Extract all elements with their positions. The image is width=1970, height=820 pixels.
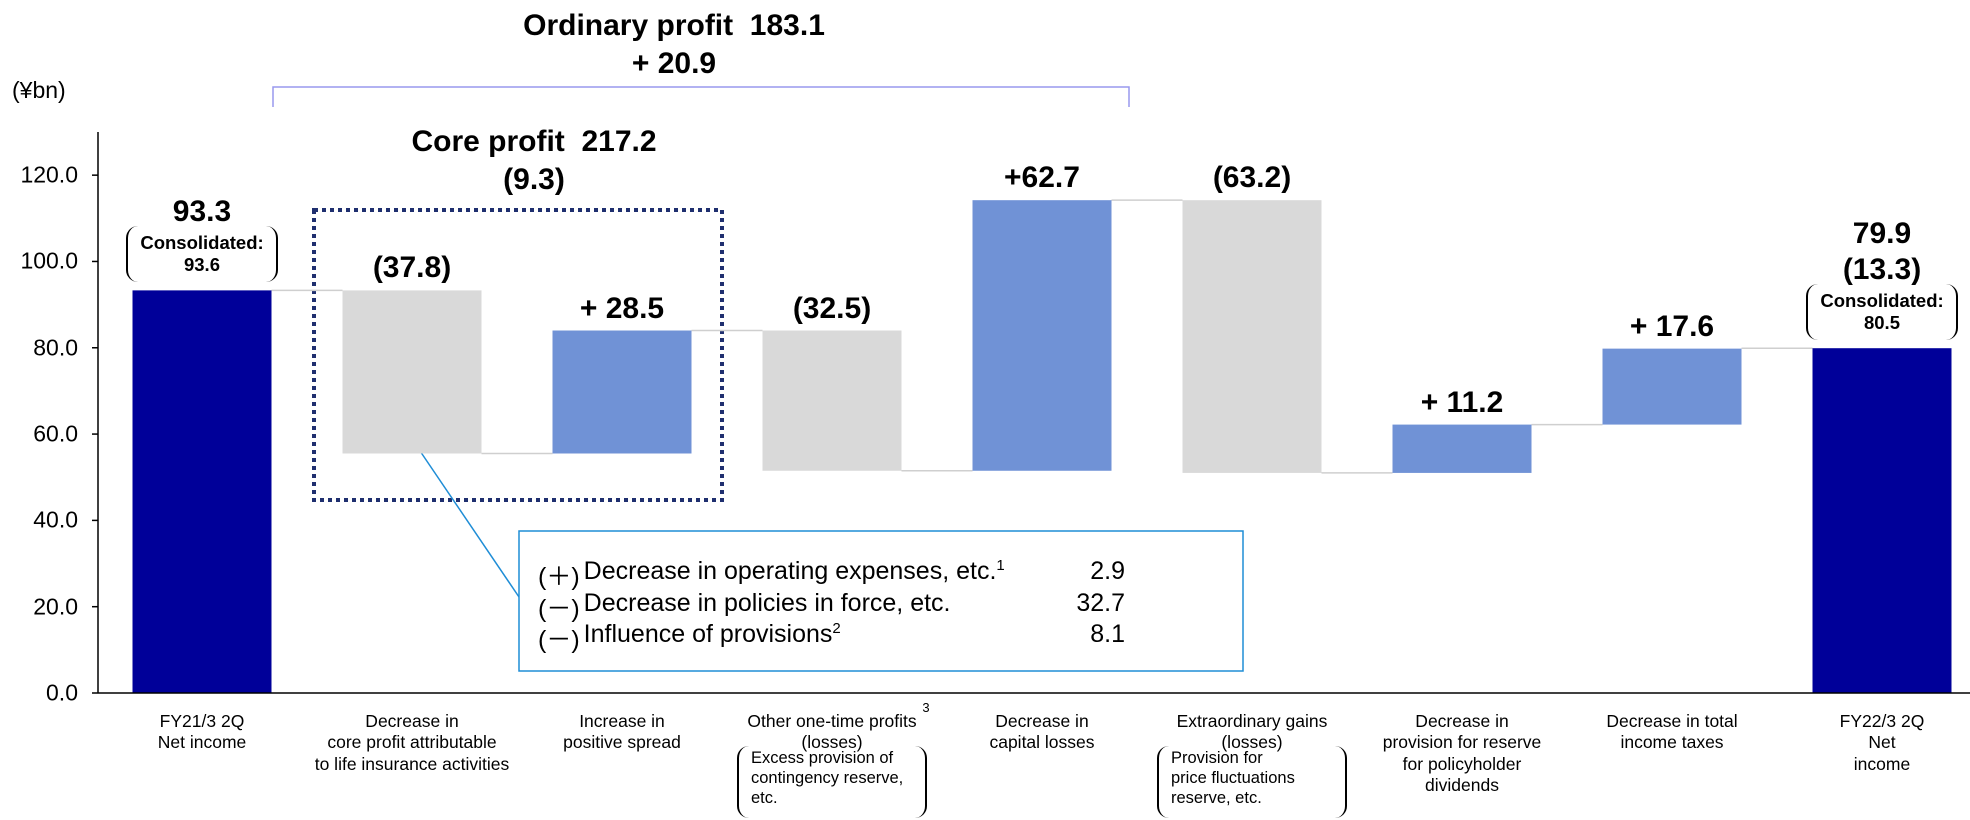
secondary-label: (13.3) <box>1842 253 1922 287</box>
bar <box>1812 348 1952 693</box>
ordinary-label: Ordinary profit <box>523 9 734 42</box>
bar <box>342 290 482 454</box>
bar <box>1602 348 1742 425</box>
footnote-mark: 3 <box>922 700 930 715</box>
ordinary-change: + 20.9 <box>631 47 717 80</box>
category-note: Excess provision of contingency reserve,… <box>737 746 927 818</box>
breakdown-sign: (－) <box>538 626 580 654</box>
x-tick-label: Decrease in core profit attributable to … <box>314 711 510 774</box>
x-tick-label: Decrease in total income taxes <box>1606 711 1738 753</box>
ordinary-bracket <box>272 86 1130 107</box>
bar <box>1392 424 1532 473</box>
core-change: (9.3) <box>503 163 565 196</box>
value-label: 79.9 <box>1852 217 1912 251</box>
leader-line <box>417 447 520 598</box>
breakdown-value: 8.1 <box>1090 620 1125 648</box>
breakdown-sign: (＋) <box>538 563 580 591</box>
y-tick-label: 20.0 <box>33 593 78 620</box>
consolidated-box: Consolidated: 93.6 <box>126 226 278 283</box>
breakdown-text: Decrease in policies in force, etc. <box>583 588 951 617</box>
breakdown-row: (－) Influence of provisions 2 8.1 <box>538 620 1125 656</box>
x-tick-label: Extraordinary gains (losses) <box>1176 711 1328 753</box>
consolidated-box: Consolidated: 80.5 <box>1806 284 1958 341</box>
core-profit-box <box>312 208 724 502</box>
value-label: (32.5) <box>792 291 872 325</box>
bar <box>552 330 692 454</box>
breakdown-row: (－) Decrease in policies in force, etc. 32… <box>538 589 1125 625</box>
x-tick-label: FY21/3 2Q Net income <box>157 711 247 753</box>
breakdown-value: 32.7 <box>1076 588 1125 617</box>
value-label: + 11.2 <box>1420 385 1504 419</box>
breakdown-note: 1 <box>996 557 1005 574</box>
y-tick-label: 80.0 <box>33 334 78 361</box>
ordinary-value: 183.1 <box>749 9 825 42</box>
x-tick-label: Decrease in provision for reserve for po… <box>1382 711 1542 796</box>
x-tick-label: Decrease in capital losses <box>989 711 1095 753</box>
x-tick-label: Increase in positive spread <box>563 711 681 753</box>
core-label: Core profit <box>411 125 565 158</box>
bar <box>1182 200 1322 473</box>
category-note: Provision for price fluctuations reserve… <box>1157 746 1347 818</box>
value-label: + 28.5 <box>579 291 665 325</box>
core-value: 217.2 <box>581 125 657 158</box>
value-label: +62.7 <box>1004 161 1080 195</box>
breakdown-row: (＋) Decrease in operating expenses, etc. 1… <box>538 557 1125 593</box>
core-profit-title: Core profit 217.2 <box>411 124 656 161</box>
value-label: 93.3 <box>172 195 232 229</box>
unit-label: (¥bn) <box>12 77 66 103</box>
y-tick-label: 100.0 <box>20 247 78 274</box>
bar <box>132 290 272 693</box>
value-label: (63.2) <box>1212 161 1292 195</box>
y-tick-label: 0.0 <box>46 679 78 706</box>
breakdown-text: Decrease in operating expenses, etc. <box>583 557 997 585</box>
value-label: + 17.6 <box>1629 309 1715 343</box>
breakdown-sign: (－) <box>538 594 580 623</box>
y-tick-label: 60.0 <box>33 420 78 447</box>
x-tick-label: FY22/3 2Q Net income <box>1839 711 1925 774</box>
breakdown-value: 2.9 <box>1090 557 1125 585</box>
breakdown-box <box>518 530 1244 672</box>
breakdown-note: 2 <box>832 620 841 637</box>
y-tick-label: 40.0 <box>33 506 78 533</box>
bar <box>762 330 902 471</box>
value-label: (37.8) <box>372 251 452 285</box>
breakdown-text: Influence of provisions <box>583 620 833 648</box>
ordinary-profit-title: Ordinary profit 183.1 <box>523 8 825 45</box>
x-tick-label: Other one-time profits (losses) <box>747 711 917 753</box>
y-tick-label: 120.0 <box>20 161 78 188</box>
bar <box>972 200 1112 471</box>
